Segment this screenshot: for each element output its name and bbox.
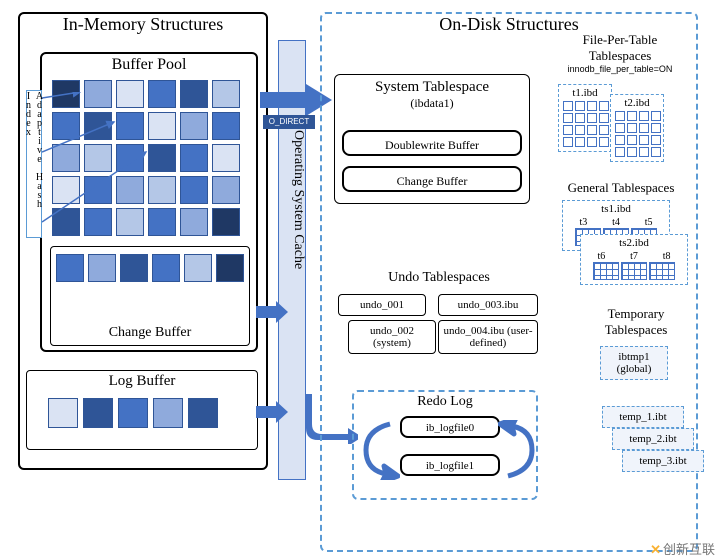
file-per-table-title: File-Per-Table Tablespaces [550,32,690,64]
o-direct-label: O_DIRECT [263,115,315,129]
os-cache-label: Operating System Cache [278,130,306,269]
temporary-tablespaces-title: Temporary Tablespaces [586,306,686,338]
ts2-ibd: ts2.ibd t6t7t8 [580,234,688,285]
temp-2-ibt: temp_2.ibt [612,428,694,450]
change-buffer-ondisk: Change Buffer [342,166,522,192]
undo-003: undo_003.ibu [438,294,538,316]
undo-001: undo_001 [338,294,426,316]
temporary-tablespaces: Temporary Tablespaces [586,306,686,338]
t1-ibd: t1.ibd [558,84,612,152]
general-tablespaces-title: General Tablespaces [548,180,694,196]
undo-002: undo_002 (system) [348,320,436,354]
change-buffer-label: Change Buffer [51,325,249,341]
buffer-pool-grid [52,80,248,236]
t1-cells [563,101,607,147]
ibtmp1: ibtmp1 (global) [600,346,668,380]
doublewrite-buffer: Doublewrite Buffer [342,130,522,156]
buffer-pool-title: Buffer Pool [42,56,256,74]
system-tablespace-subtitle: (ibdata1) [335,96,529,111]
redo-arrow-left [360,420,400,480]
ts1-tables: t3t4t5 [567,217,665,228]
t2-ibd: t2.ibd [610,94,664,162]
in-memory-title: In-Memory Structures [20,14,266,35]
ib-logfile1: ib_logfile1 [400,454,500,476]
redo-log-title: Redo Log [354,394,536,410]
t2-cells [615,111,659,157]
temp-3-ibt: temp_3.ibt [622,450,704,472]
file-per-table-subtitle: innodb_file_per_table=ON [550,64,690,74]
file-per-table: File-Per-Table Tablespaces innodb_file_p… [550,32,690,74]
ib-logfile0: ib_logfile0 [400,416,500,438]
adaptive-hash-index: Adaptive Hash Index [26,90,42,238]
undo-004: undo_004.ibu (user-defined) [438,320,538,354]
system-tablespace-title: System Tablespace [335,79,529,96]
watermark: 创新互联 [650,539,715,558]
general-tablespaces: General Tablespaces [548,180,694,196]
arrow-logbuf [254,400,290,424]
undo-title: Undo Tablespaces [334,270,544,286]
change-buffer-grid [56,254,244,282]
undo-tablespaces: Undo Tablespaces [334,270,544,286]
log-buffer-grid [48,398,218,428]
ts2-tables: t6t7t8 [585,251,683,262]
arrow-changebuf [254,300,290,324]
log-buffer-label: Log Buffer [27,373,257,390]
redo-arrow-right [498,420,538,480]
temp-1-ibt: temp_1.ibt [602,406,684,428]
